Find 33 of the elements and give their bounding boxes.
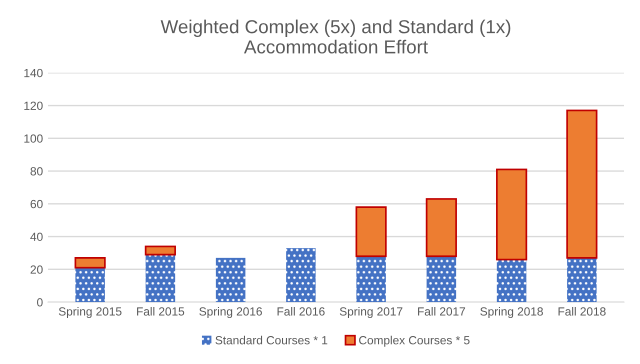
y-tick-label: 80: [30, 167, 43, 176]
legend-label: Complex Courses * 5: [359, 336, 470, 347]
x-tick-label: Spring 2017: [340, 306, 402, 318]
x-tick-label: Fall 2015: [137, 306, 184, 316]
bar: [567, 258, 597, 302]
bar: [356, 206, 387, 258]
bar: [286, 248, 316, 302]
y-tick-label: 120: [24, 102, 43, 110]
x-tick-label: Spring 2018: [480, 306, 543, 318]
bar: [426, 256, 456, 302]
bar: [496, 260, 526, 302]
x-tick-label: Spring 2015: [58, 306, 122, 318]
bar: [496, 168, 528, 260]
bar: [75, 268, 105, 302]
y-tick-label: 20: [30, 265, 43, 274]
bar: [356, 256, 386, 302]
y-tick-label: 0: [37, 298, 43, 307]
x-tick-label: Spring 2016: [199, 306, 262, 318]
bar: [74, 257, 106, 269]
y-tick-label: 100: [24, 134, 43, 143]
chart-title: Weighted Complex (5x) and Standard (1x) Accommodation Effort: [160, 20, 510, 54]
bar: [426, 198, 457, 258]
bar: [566, 110, 598, 259]
legend-label: Standard Courses * 1: [215, 336, 328, 344]
x-tick-label: Fall 2017: [418, 306, 466, 316]
y-tick-label: 140: [24, 68, 43, 78]
bar: [216, 258, 246, 302]
x-tick-label: Fall 2016: [278, 306, 325, 316]
bar: [144, 246, 176, 256]
y-tick-label: 40: [30, 232, 43, 241]
x-tick-label: Fall 2018: [558, 306, 606, 316]
bar: [146, 254, 176, 302]
y-tick-label: 60: [30, 200, 43, 208]
